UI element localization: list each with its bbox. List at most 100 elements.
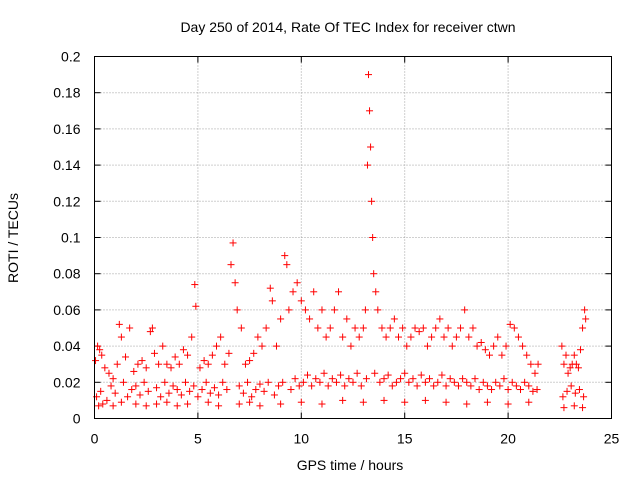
data-point <box>153 384 161 392</box>
data-point <box>488 386 496 394</box>
data-point <box>95 402 103 410</box>
data-point <box>394 333 402 341</box>
data-point <box>299 378 307 386</box>
data-point <box>457 324 465 332</box>
data-point <box>357 382 365 390</box>
data-point <box>204 398 212 406</box>
data-point <box>436 315 444 323</box>
data-point <box>111 389 119 397</box>
data-point <box>504 400 512 408</box>
data-point <box>428 333 436 341</box>
data-point <box>173 386 181 394</box>
data-point <box>423 342 431 350</box>
data-point <box>463 378 471 386</box>
x-tick-label: 0 <box>91 431 99 447</box>
data-point <box>471 375 479 383</box>
data-point <box>479 378 487 386</box>
y-tick-label: 0.18 <box>53 85 80 101</box>
data-point <box>361 306 369 314</box>
data-point <box>485 351 493 359</box>
data-point <box>229 239 237 247</box>
x-tick-label: 10 <box>294 431 310 447</box>
data-point <box>227 261 235 269</box>
data-point <box>326 324 334 332</box>
data-point <box>430 382 438 390</box>
data-point <box>363 161 371 169</box>
data-point <box>517 386 525 394</box>
data-point <box>390 315 398 323</box>
data-point <box>475 386 483 394</box>
data-point <box>153 400 161 408</box>
data-point <box>461 306 469 314</box>
data-point <box>103 396 111 404</box>
data-point <box>277 400 285 408</box>
data-point <box>198 386 206 394</box>
data-point <box>386 324 394 332</box>
data-point <box>287 386 295 394</box>
data-point <box>159 342 167 350</box>
data-point <box>215 402 223 410</box>
data-point <box>371 369 379 377</box>
data-point <box>130 367 138 375</box>
data-point <box>580 393 588 401</box>
data-point <box>217 333 225 341</box>
data-point <box>446 375 454 383</box>
data-point <box>531 369 539 377</box>
y-tick-label: 0.2 <box>61 49 81 65</box>
data-point <box>477 338 485 346</box>
data-point <box>215 391 223 399</box>
data-point <box>306 315 314 323</box>
data-point <box>419 324 427 332</box>
data-point <box>248 393 256 401</box>
data-point <box>190 382 198 390</box>
data-point <box>562 351 570 359</box>
data-point <box>295 382 303 390</box>
data-point <box>223 386 231 394</box>
data-point <box>124 393 132 401</box>
data-point <box>467 382 475 390</box>
x-tick-label: 5 <box>194 431 202 447</box>
data-point <box>181 378 189 386</box>
data-point <box>94 342 102 350</box>
data-point <box>297 297 305 305</box>
data-point <box>380 396 388 404</box>
y-tick-label: 0.04 <box>53 338 80 354</box>
data-point <box>559 393 567 401</box>
data-point <box>362 375 370 383</box>
data-point <box>213 342 221 350</box>
y-tick-label: 0 <box>73 411 81 427</box>
data-point <box>210 384 218 392</box>
data-point <box>341 382 349 390</box>
data-point <box>231 279 239 287</box>
data-point <box>146 328 154 336</box>
data-point <box>241 360 249 368</box>
y-tick-label: 0.12 <box>53 193 80 209</box>
data-point <box>560 360 568 368</box>
data-point <box>254 333 262 341</box>
data-point <box>318 306 326 314</box>
y-tick-label: 0.14 <box>53 157 80 173</box>
data-point <box>246 398 254 406</box>
data-point <box>353 369 361 377</box>
data-point <box>534 360 542 368</box>
data-point <box>266 284 274 292</box>
data-point <box>564 369 572 377</box>
data-point <box>483 398 491 406</box>
data-point <box>318 400 326 408</box>
data-point <box>175 360 183 368</box>
data-point <box>275 382 283 390</box>
data-point <box>208 351 216 359</box>
data-point <box>155 360 163 368</box>
y-axis-label: ROTI / TECUs <box>5 193 21 283</box>
data-point <box>405 378 413 386</box>
data-point <box>140 378 148 386</box>
data-point <box>328 375 336 383</box>
data-point <box>109 375 117 383</box>
data-point <box>308 382 316 390</box>
data-point <box>351 324 359 332</box>
data-point <box>167 364 175 372</box>
data-point <box>304 371 312 379</box>
data-point <box>506 320 514 328</box>
data-point <box>521 378 529 386</box>
data-point <box>483 382 491 390</box>
